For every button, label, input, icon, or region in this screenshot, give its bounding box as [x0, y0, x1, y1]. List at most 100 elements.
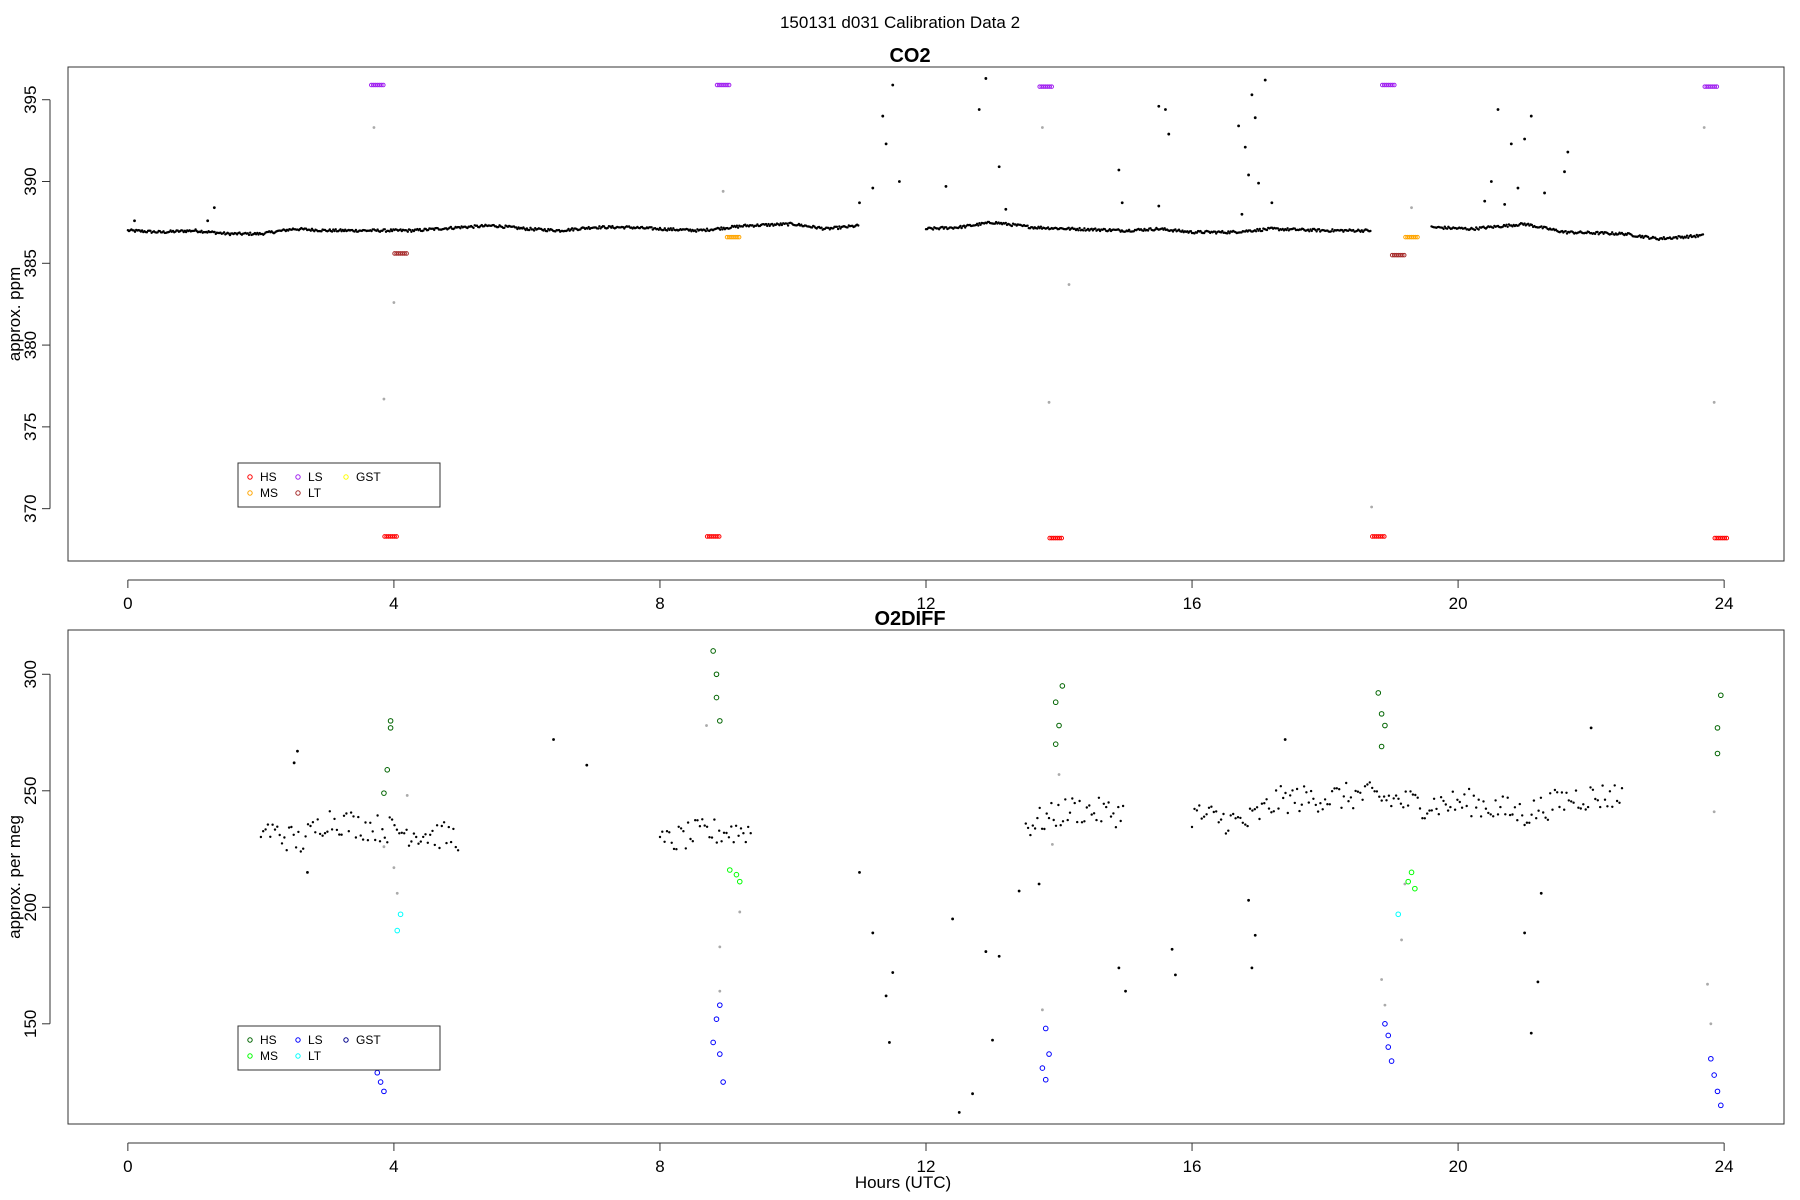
co2-data-point [736, 226, 740, 229]
o2diff-data-point [1479, 815, 1483, 818]
co2-data-point [390, 229, 394, 233]
o2diff-data-point [1380, 799, 1383, 802]
o2diff-data-point [710, 836, 714, 839]
o2diff-data-point [311, 821, 315, 824]
o2diff-data-point [1210, 805, 1213, 808]
o2diff-data-point [1439, 796, 1443, 799]
co2-data-point [1689, 234, 1692, 237]
co2-data-point [1077, 229, 1080, 232]
o2diff-data-point [294, 846, 298, 849]
o2diff-data-point [1260, 802, 1264, 805]
o2diff-data-point [1090, 813, 1093, 816]
o2diff-data-point [306, 823, 310, 826]
co2-spike-point [1167, 132, 1171, 136]
o2diff-data-point [1435, 807, 1438, 811]
o2diff-spike-point [888, 1041, 891, 1044]
o2diff-spike-point [1283, 738, 1287, 741]
o2diff-data-point [663, 840, 666, 843]
o2diff-data-point [357, 815, 360, 819]
co2-data-point [433, 228, 436, 232]
o2diff-data-point [1421, 817, 1424, 820]
co2-data-point [1315, 230, 1318, 233]
o2diff-data-point [1368, 781, 1372, 784]
co2-hs-point [1382, 534, 1387, 539]
co2-spike-point [1509, 142, 1513, 146]
o2diff-x-tick-label: 16 [1183, 1157, 1202, 1176]
o2diff-hs-point [1714, 750, 1721, 757]
co2-transition-point [1370, 505, 1374, 509]
o2diff-data-point [1289, 794, 1292, 797]
o2diff-data-point [1298, 809, 1301, 813]
o2diff-data-point [1537, 809, 1540, 812]
o2diff-data-point [1347, 800, 1350, 803]
o2diff-spike-point [858, 870, 861, 874]
co2-data-point [1477, 228, 1480, 231]
o2diff-data-point [1333, 787, 1336, 790]
o2diff-data-point [1570, 800, 1573, 803]
co2-data-point [1285, 228, 1288, 232]
co2-data-point [1540, 225, 1543, 228]
o2diff-data-point [316, 818, 319, 821]
co2-data-point [1083, 227, 1086, 230]
o2diff-data-point [1530, 813, 1533, 816]
o2diff-y-tick-label: 200 [21, 893, 40, 921]
o2diff-data-point [675, 848, 678, 851]
co2-y-tick-label: 390 [21, 167, 40, 195]
o2diff-data-point [1501, 795, 1505, 798]
o2diff-data-point [1061, 820, 1065, 823]
o2diff-transition-point [1712, 810, 1716, 814]
co2-data-point [1227, 230, 1230, 233]
o2diff-transition-point [1400, 938, 1403, 942]
o2diff-data-point [1567, 799, 1571, 802]
co2-spike-point [1240, 212, 1244, 216]
co2-data-point [333, 229, 336, 233]
co2-data-point [975, 222, 979, 225]
o2diff-data-point [1229, 814, 1232, 817]
o2diff-data-point [1246, 824, 1249, 828]
o2diff-data-point [381, 828, 384, 831]
co2-spike-point [206, 219, 210, 223]
o2diff-transition-point [1709, 1022, 1713, 1026]
co2-lt-point [1401, 252, 1407, 258]
co2-lt-point [404, 251, 409, 256]
o2diff-hs-point [1052, 741, 1059, 747]
co2-spike-point [1257, 181, 1260, 185]
co2-data-point [820, 226, 823, 229]
o2diff-transition-point [382, 845, 386, 849]
co2-spike-point [1516, 186, 1520, 190]
o2diff-data-point [1078, 799, 1081, 803]
o2diff-data-point [1291, 789, 1294, 792]
o2diff-ls-point [1718, 1102, 1724, 1109]
co2-spike-point [881, 114, 885, 118]
o2diff-data-point [732, 841, 735, 844]
o2diff-data-point [1428, 809, 1431, 812]
o2diff-data-point [1064, 798, 1067, 801]
o2diff-spike-point [971, 1092, 974, 1096]
co2-ls-point [726, 82, 732, 88]
co2-data-point [1026, 224, 1029, 227]
o2diff-data-point [1356, 790, 1360, 793]
o2diff-ls-point [1385, 1032, 1392, 1039]
o2diff-data-point [429, 833, 432, 836]
co2-data-point [1256, 227, 1259, 231]
o2diff-data-point [1109, 815, 1113, 818]
co2-data-point [611, 224, 614, 228]
o2diff-spike-point [997, 954, 1001, 958]
co2-spike-point [1120, 201, 1124, 205]
co2-ls-point [724, 82, 730, 88]
o2diff-data-point [386, 841, 389, 844]
o2diff-x-tick-label: 24 [1715, 1157, 1734, 1176]
o2diff-spike-point [951, 917, 955, 921]
o2diff-data-point [668, 831, 671, 834]
o2diff-data-point [1392, 797, 1395, 800]
o2diff-transition-point [1050, 842, 1054, 846]
o2diff-data-point [1338, 788, 1341, 791]
o2diff-ms-point [1412, 885, 1418, 892]
o2diff-data-point [1314, 803, 1318, 807]
o2diff-ms-point [726, 867, 733, 873]
o2diff-data-point [1112, 812, 1115, 815]
co2-spike-point [997, 165, 1001, 169]
co2-spike-point [1247, 173, 1250, 177]
co2-spike-point [212, 206, 216, 210]
o2diff-data-point [727, 836, 731, 839]
